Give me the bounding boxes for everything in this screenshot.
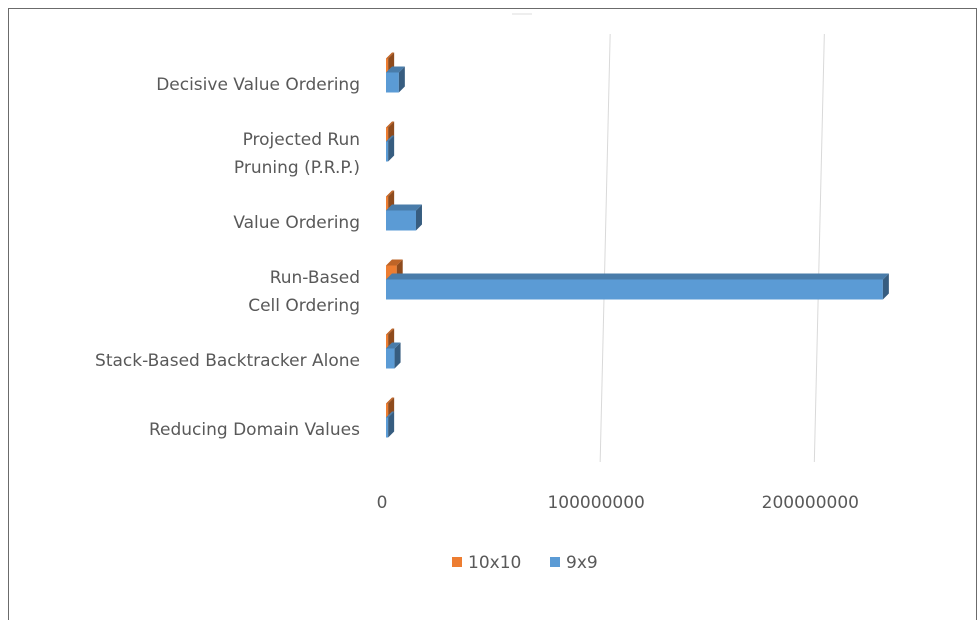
bar-top <box>386 135 395 142</box>
grid-line <box>813 33 825 463</box>
bar <box>386 417 389 438</box>
y-tick-label: Reducing Domain Values <box>148 419 360 440</box>
bar-top <box>386 411 395 418</box>
x-tick-label: 200000000 <box>762 493 859 513</box>
bar <box>386 141 389 162</box>
bar-top <box>386 52 395 59</box>
bar-side <box>388 411 395 438</box>
bar-top <box>386 342 401 349</box>
frame <box>8 8 977 620</box>
bar-top <box>386 273 889 280</box>
bar <box>386 196 389 211</box>
bar <box>386 348 395 369</box>
bar-top <box>386 66 405 73</box>
legend-swatch <box>550 557 560 567</box>
y-tick-label: Run-Based Cell Ordering <box>248 267 360 316</box>
legend-label: 9x9 <box>566 553 598 573</box>
bar-side <box>415 204 422 231</box>
bar-top <box>386 190 395 197</box>
bar-side <box>398 66 405 93</box>
bar <box>386 334 389 349</box>
bar <box>386 265 397 280</box>
bar-top <box>386 328 395 335</box>
bar-top <box>386 121 395 128</box>
bar-top <box>386 204 422 211</box>
bar-side <box>388 135 395 162</box>
bar <box>386 58 389 73</box>
legend-label: 10x10 <box>468 553 521 573</box>
y-tick-label: Value Ordering <box>233 212 360 233</box>
x-tick-label: 100000000 <box>547 493 644 513</box>
y-tick-label: Stack-Based Backtracker Alone <box>95 350 360 371</box>
bar <box>386 403 389 418</box>
bar <box>386 72 399 93</box>
x-tick-label: 0 <box>377 493 388 513</box>
bar-side <box>394 342 401 369</box>
y-tick-label: Decisive Value Ordering <box>156 74 360 95</box>
grid-line <box>599 33 611 463</box>
legend-swatch <box>452 557 462 567</box>
bar <box>386 279 883 300</box>
bar <box>386 127 389 142</box>
bar-side <box>882 273 889 300</box>
y-tick-label: Projected Run Pruning (P.R.P.) <box>233 129 360 178</box>
bar-top <box>386 259 403 266</box>
bar <box>386 210 416 231</box>
bar-top <box>386 397 395 404</box>
